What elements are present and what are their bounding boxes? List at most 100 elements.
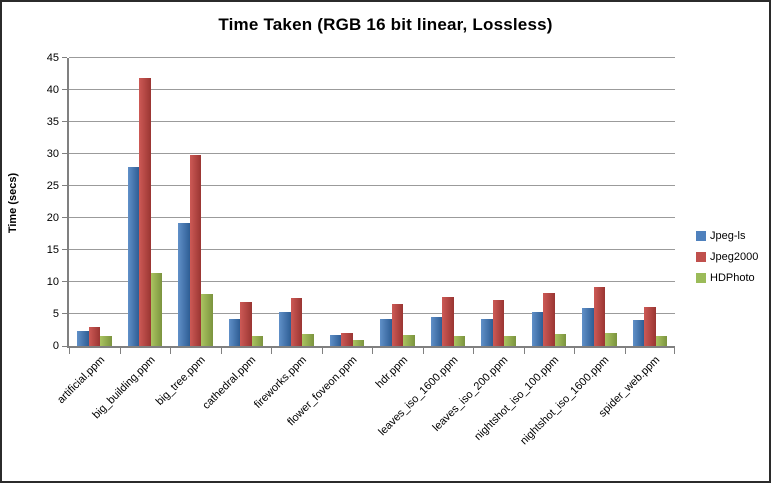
bar-jpeg-ls-flower_foveon [329, 334, 341, 346]
legend-label: HDPhoto [710, 272, 755, 284]
x-axis-tick [321, 348, 323, 354]
gridline-45 [69, 57, 675, 58]
category-group [524, 58, 575, 346]
bar-jpeg2000-artificial [88, 326, 100, 346]
x-axis-tick [523, 348, 525, 354]
bar-hdphoto-spider_web [655, 335, 667, 346]
legend-label: Jpeg-ls [710, 230, 746, 242]
plot-area: 0 5 10 15 20 25 30 35 40 45 artificial.ppm big_buil… [47, 52, 675, 447]
x-axis-tick [473, 348, 474, 354]
bar-jpeg2000-leaves_iso_200 [492, 299, 504, 346]
category-group [574, 58, 625, 346]
bar-hdphoto-leaves_iso_1600 [453, 335, 465, 346]
gridline-5 [69, 313, 675, 314]
category-group [423, 58, 474, 346]
gridline-25 [69, 185, 675, 186]
y-tick-label: 45 [46, 52, 59, 64]
legend-label: Jpeg2000 [710, 251, 759, 263]
bar-jpeg-ls-leaves_iso_1600 [430, 317, 442, 346]
bar-jpeg-ls-cathedral [228, 318, 240, 346]
x-axis-tick [624, 348, 626, 354]
bar-jpeg2000-big_tree [189, 155, 201, 346]
y-axis-tick [62, 281, 67, 282]
x-axis-tick [119, 348, 121, 354]
x-axis-label: nightshot_iso_100.ppm [472, 354, 562, 443]
legend-item-hdphoto: HDPhoto [696, 272, 758, 284]
y-tick-label: 35 [46, 116, 59, 128]
legend-swatch-icon [696, 273, 706, 283]
bar-hdphoto-fireworks [302, 333, 314, 346]
x-axis-label: big_tree.ppm [153, 354, 208, 408]
x-axis-label: fireworks.ppm [251, 354, 309, 411]
bar-jpeg2000-nightshot_iso_1600 [593, 286, 605, 346]
legend: Jpeg-ls Jpeg2000 HDPhoto [696, 230, 758, 293]
bar-jpeg-ls-fireworks [279, 312, 291, 346]
gridline-10 [69, 281, 675, 282]
x-axis-label: cathedral.ppm [200, 354, 259, 412]
x-axis-label: artificial.ppm [54, 354, 107, 407]
gridline-35 [69, 121, 675, 122]
y-axis-tick [62, 313, 67, 314]
y-axis-tick [62, 217, 67, 218]
x-axis-tick [220, 348, 222, 354]
bar-hdphoto-leaves_iso_200 [504, 336, 516, 346]
bar-jpeg-ls-big_tree [178, 223, 190, 346]
bar-jpeg-ls-nightshot_iso_1600 [582, 308, 594, 346]
bar-hdphoto-big_tree [201, 293, 213, 346]
bar-hdphoto-nightshot_iso_1600 [605, 332, 617, 346]
y-tick-label: 10 [46, 276, 59, 288]
y-tick-label: 25 [46, 180, 59, 192]
legend-swatch-icon [696, 252, 706, 262]
chart-title: Time Taken (RGB 16 bit linear, Lossless) [218, 15, 553, 34]
gridline-20 [69, 217, 675, 218]
legend-item-jpeg2000: Jpeg2000 [696, 251, 758, 263]
bar-hdphoto-cathedral [251, 336, 263, 346]
x-axis-tick [422, 348, 424, 354]
y-axis-tick [62, 121, 67, 122]
y-axis-tick [62, 153, 67, 154]
gridline-15 [69, 249, 675, 250]
bar-jpeg2000-big_building [139, 77, 151, 346]
y-tick-label: 40 [46, 84, 59, 96]
category-group [120, 58, 171, 346]
bar-columns [69, 58, 675, 346]
gridline-40 [69, 89, 675, 90]
x-axis-tick [372, 348, 373, 354]
y-tick-label: 15 [46, 244, 59, 256]
bar-hdphoto-nightshot_iso_100 [554, 333, 566, 346]
y-tick-label: 20 [46, 212, 59, 224]
bar-jpeg-ls-hdr [380, 319, 392, 346]
y-tick-label: 0 [52, 340, 59, 352]
category-group [69, 58, 120, 346]
x-axis-tick [69, 348, 70, 354]
category-group [170, 58, 221, 346]
y-axis-tick [62, 57, 67, 58]
x-axis-tick [170, 348, 171, 354]
y-axis-tick [62, 346, 67, 347]
bar-jpeg2000-nightshot_iso_100 [543, 292, 555, 346]
category-group [473, 58, 524, 346]
x-axis-label: nightshot_iso_1600.ppm [518, 354, 612, 448]
bar-jpeg2000-cathedral [240, 301, 252, 346]
bar-jpeg2000-spider_web [644, 307, 656, 346]
bar-jpeg-ls-artificial [77, 330, 89, 346]
y-axis-tick [62, 249, 67, 250]
bar-hdphoto-flower_foveon [352, 340, 364, 346]
bar-jpeg-ls-spider_web [632, 319, 644, 346]
bar-hdphoto-hdr [403, 335, 415, 346]
gridline-30 [69, 153, 675, 154]
legend-swatch-icon [696, 231, 706, 241]
legend-item-jpeg-ls: Jpeg-ls [696, 230, 758, 242]
y-axis-tick [62, 185, 67, 186]
x-axis-tick [574, 348, 575, 354]
bar-jpeg-ls-big_building [127, 166, 139, 346]
category-group [221, 58, 272, 346]
bar-hdphoto-artificial [100, 335, 112, 346]
x-axis-label: hdr.ppm [373, 354, 410, 391]
category-group [322, 58, 373, 346]
bar-jpeg-ls-nightshot_iso_100 [531, 312, 543, 346]
bar-jpeg2000-flower_foveon [341, 332, 353, 346]
bar-jpeg2000-hdr [391, 303, 403, 346]
x-axis-tick [674, 348, 675, 354]
